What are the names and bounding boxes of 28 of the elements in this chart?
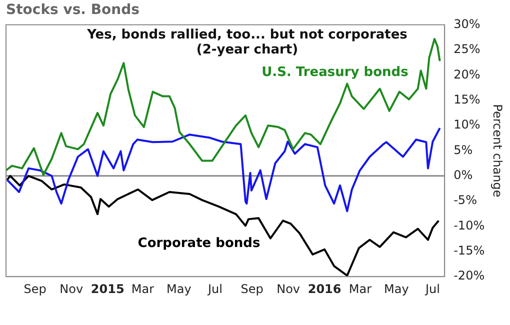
x-tick-label: 2015 [90, 282, 124, 296]
y-axis-title: Percent change [490, 104, 505, 198]
y-tick-label: -5% [454, 193, 477, 208]
x-tick-label: Sep [24, 282, 46, 296]
y-tick-label: -20% [454, 268, 485, 283]
x-tick-label: May [384, 282, 409, 296]
x-tick-label: Mar [131, 282, 154, 296]
series-label: U.S. Treasury bonds [262, 65, 409, 80]
series-label: Corporate bonds [138, 236, 260, 252]
annotation: Yes, bonds rallied, too... but not corporates (2-year chart) [86, 28, 408, 58]
x-tick-label: 2016 [308, 282, 342, 296]
x-tick-label: Jul [424, 282, 440, 296]
y-tick-label: -10% [454, 218, 485, 232]
x-tick-label: Mar [348, 282, 372, 296]
chart-title: Stocks vs. Bonds [6, 2, 140, 18]
y-tick-label: 0% [454, 168, 473, 182]
y-tick-label: 20% [454, 67, 480, 82]
x-tick-label: Jul [206, 282, 222, 296]
y-tick-label: 5% [454, 142, 473, 157]
x-tick-label: Nov [60, 282, 84, 296]
y-tick-label: 25% [454, 42, 480, 56]
x-tick-label: Nov [276, 282, 300, 296]
y-tick-label: -15% [454, 244, 485, 258]
y-tick-label: 10% [454, 118, 480, 132]
x-tick-label: May [166, 282, 192, 296]
y-tick-label: 30% [454, 16, 480, 31]
y-tick-label: 15% [454, 92, 480, 106]
x-tick-label: Sep [240, 282, 264, 296]
